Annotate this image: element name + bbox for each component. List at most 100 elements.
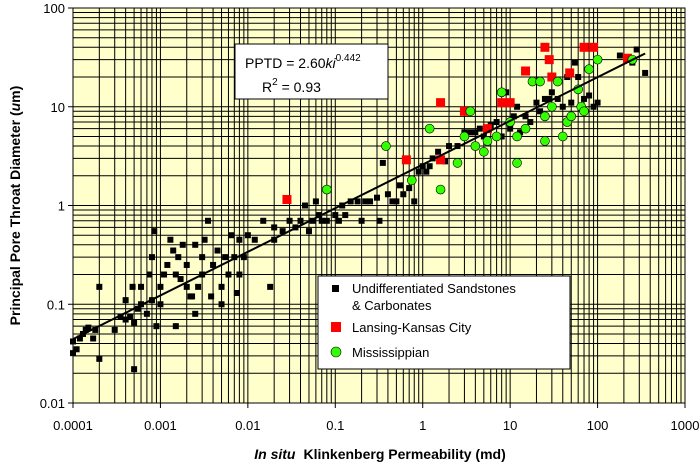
data-point xyxy=(497,98,507,108)
data-point xyxy=(423,168,430,175)
data-point xyxy=(172,271,179,278)
data-point xyxy=(122,297,129,304)
data-point xyxy=(175,254,182,261)
data-point xyxy=(222,254,229,261)
data-point xyxy=(415,168,422,175)
x-tick-label: 0.0001 xyxy=(53,418,93,433)
data-point xyxy=(546,95,553,102)
data-point xyxy=(547,101,557,112)
data-point xyxy=(401,155,411,165)
data-point xyxy=(568,99,575,106)
data-point xyxy=(510,113,517,120)
data-point xyxy=(467,129,474,136)
data-point xyxy=(579,106,589,117)
data-point xyxy=(379,159,386,166)
data-point xyxy=(586,92,593,99)
data-point xyxy=(548,89,555,96)
data-point xyxy=(208,293,215,300)
data-point xyxy=(260,217,267,224)
data-point xyxy=(367,198,374,205)
data-point xyxy=(406,185,413,192)
legend-label-sandstones-line2: & Carbonates xyxy=(352,298,432,313)
data-point xyxy=(435,148,442,155)
data-point xyxy=(465,106,476,117)
data-point xyxy=(267,283,274,290)
x-tick-label: 10 xyxy=(503,418,517,433)
data-point xyxy=(231,254,238,261)
y-tick-label: 0.1 xyxy=(47,297,65,312)
equation-box: PPTD = 2.60ki0.442 R2 = 0.93 xyxy=(234,43,389,100)
data-point xyxy=(240,254,247,261)
data-point xyxy=(393,198,400,205)
legend-frame xyxy=(317,275,571,370)
tick-marks xyxy=(68,7,686,408)
data-point xyxy=(540,136,550,146)
data-point xyxy=(581,95,588,102)
data-point xyxy=(134,305,141,312)
data-point xyxy=(446,143,453,150)
data-point xyxy=(521,66,531,76)
data-point xyxy=(584,64,594,75)
data-point xyxy=(335,217,342,224)
data-points xyxy=(70,42,649,373)
data-point xyxy=(218,283,225,290)
legend-marker-lansing xyxy=(331,322,341,332)
data-point xyxy=(579,42,589,52)
data-point xyxy=(214,247,221,254)
x-axis-title-rest: Klinkenberg Permeability (md) xyxy=(303,446,505,462)
r-squared-value: = 0.93 xyxy=(278,79,321,95)
data-point xyxy=(151,228,158,235)
legend-label-sandstones-line1: Undifferentiated Sandstones xyxy=(352,281,516,296)
data-point xyxy=(429,155,436,162)
data-point xyxy=(233,289,240,296)
data-point xyxy=(76,335,83,342)
data-point xyxy=(566,111,577,122)
data-point xyxy=(153,323,160,330)
data-point xyxy=(406,175,417,186)
data-point xyxy=(373,194,380,201)
data-point xyxy=(633,46,640,53)
y-axis-title-post: m) xyxy=(7,86,23,103)
equation-lhs: PPTD = 2.60 xyxy=(245,55,326,71)
data-point xyxy=(323,217,330,224)
data-point xyxy=(236,271,243,278)
data-point xyxy=(183,261,190,268)
data-point xyxy=(491,131,502,142)
equation-ki: ki xyxy=(326,55,337,71)
legend: Undifferentiated Sandstones & Carbonates… xyxy=(317,275,571,370)
data-point xyxy=(117,313,124,320)
equation-text: PPTD = 2.60ki0.442 xyxy=(245,53,361,71)
y-tick-label: 10 xyxy=(51,100,65,115)
data-point xyxy=(161,271,168,278)
data-point xyxy=(493,119,500,126)
data-point xyxy=(70,338,76,345)
data-point xyxy=(482,124,492,134)
data-point xyxy=(131,366,138,373)
data-point xyxy=(164,261,171,268)
data-point xyxy=(90,335,97,342)
data-point xyxy=(210,261,217,268)
data-point xyxy=(589,42,599,52)
data-point xyxy=(479,146,489,157)
data-point xyxy=(496,87,507,98)
data-point xyxy=(480,133,487,140)
data-point xyxy=(199,254,206,261)
y-tick-label: 1 xyxy=(58,199,65,214)
data-point xyxy=(167,236,174,243)
data-point xyxy=(301,202,308,209)
data-point xyxy=(131,319,138,326)
x-tick-label: 0.001 xyxy=(144,418,177,433)
data-point xyxy=(541,95,548,102)
data-point xyxy=(201,236,208,243)
data-point xyxy=(426,163,433,170)
x-tick-label: 0.1 xyxy=(326,418,344,433)
data-point xyxy=(358,217,365,224)
data-point xyxy=(376,217,383,224)
x-axis-title: In situ Klinkenberg Permeability (md) xyxy=(254,446,506,462)
data-point xyxy=(204,217,211,224)
data-point xyxy=(342,212,349,219)
legend-label-lansing: Lansing-Kansas City xyxy=(352,320,472,335)
data-point xyxy=(505,98,515,108)
data-point xyxy=(172,323,179,330)
data-point xyxy=(305,228,312,235)
